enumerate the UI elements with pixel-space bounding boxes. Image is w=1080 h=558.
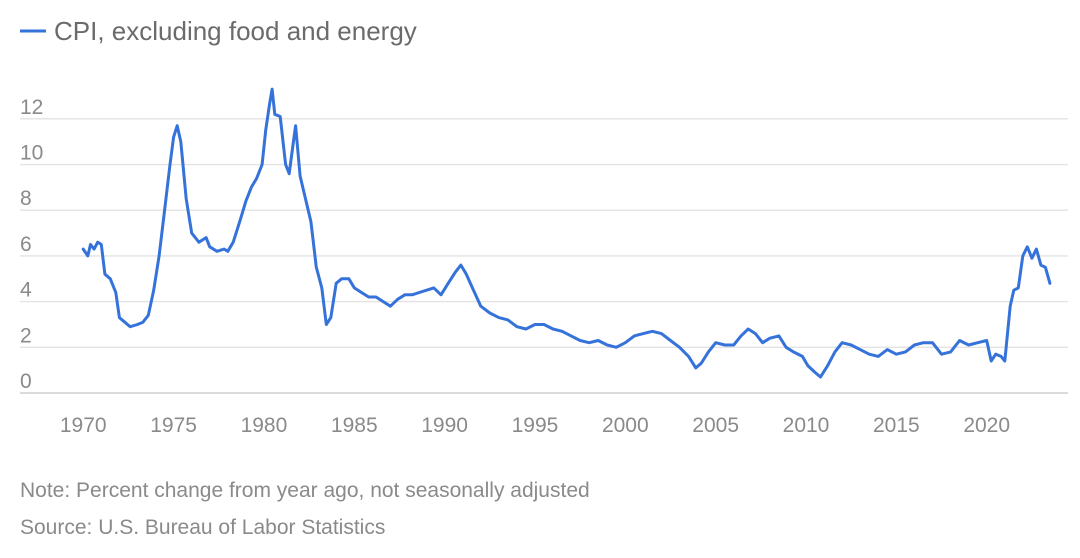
x-tick-label: 2000 <box>602 414 649 437</box>
y-tick-label: 10 <box>20 142 43 165</box>
y-axis-ticks: 0 2 4 6 8 10 12 <box>20 96 43 393</box>
legend-label: CPI, excluding food and energy <box>54 16 417 46</box>
x-tick-label: 1995 <box>512 414 559 437</box>
x-axis-ticks: 1970 1975 1980 1985 1990 1995 2000 2005 2010 2015… <box>60 414 1010 437</box>
chart-note: Note: Percent change from year ago, not … <box>20 479 590 502</box>
x-tick-label: 1990 <box>421 414 468 437</box>
y-tick-label: 2 <box>20 324 32 347</box>
x-tick-label: 2020 <box>963 414 1010 437</box>
y-tick-label: 0 <box>20 370 32 393</box>
x-tick-label: 2010 <box>783 414 830 437</box>
y-tick-label: 8 <box>20 187 32 210</box>
series-line-cpi-core <box>81 87 1052 379</box>
x-tick-label: 2015 <box>873 414 920 437</box>
y-tick-label: 4 <box>20 279 32 302</box>
y-tick-label: 12 <box>20 96 43 119</box>
x-tick-label: 1970 <box>60 414 107 437</box>
x-tick-label: 1975 <box>150 414 197 437</box>
chart-source: Source: U.S. Bureau of Labor Statistics <box>20 516 385 539</box>
x-tick-label: 1980 <box>241 414 288 437</box>
legend: CPI, excluding food and energy <box>20 16 417 46</box>
y-tick-label: 6 <box>20 233 32 256</box>
x-tick-label: 1985 <box>331 414 378 437</box>
grid <box>20 118 1068 394</box>
x-tick-label: 2005 <box>692 414 739 437</box>
series-layer <box>81 87 1052 379</box>
